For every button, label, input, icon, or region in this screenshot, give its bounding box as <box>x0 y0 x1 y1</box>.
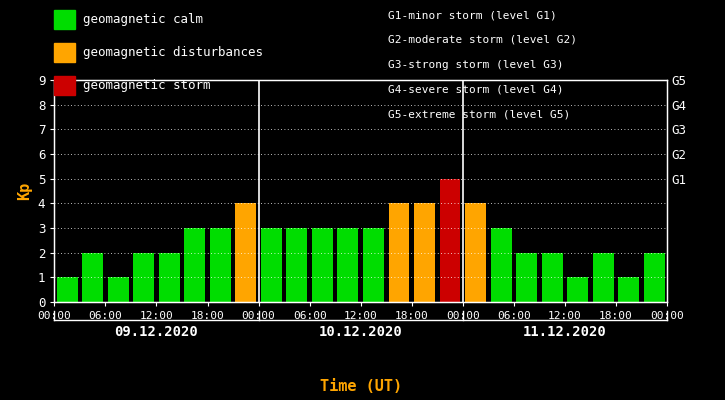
Text: geomagnetic calm: geomagnetic calm <box>83 13 204 26</box>
Bar <box>618 277 639 302</box>
Bar <box>414 203 435 302</box>
Bar <box>261 228 282 302</box>
Bar <box>57 277 78 302</box>
Text: geomagnetic storm: geomagnetic storm <box>83 79 211 92</box>
Text: G1-minor storm (level G1): G1-minor storm (level G1) <box>388 10 557 20</box>
Bar <box>236 203 256 302</box>
Y-axis label: Kp: Kp <box>17 182 33 200</box>
Text: 11.12.2020: 11.12.2020 <box>523 325 607 339</box>
Bar <box>108 277 128 302</box>
Text: G4-severe storm (level G4): G4-severe storm (level G4) <box>388 84 563 94</box>
Bar <box>363 228 384 302</box>
Bar <box>491 228 512 302</box>
Bar <box>516 253 537 302</box>
Bar <box>286 228 307 302</box>
Bar <box>567 277 588 302</box>
Bar <box>644 253 665 302</box>
Text: Time (UT): Time (UT) <box>320 379 402 394</box>
Text: G2-moderate storm (level G2): G2-moderate storm (level G2) <box>388 35 577 45</box>
Text: 10.12.2020: 10.12.2020 <box>319 325 402 339</box>
Bar <box>159 253 180 302</box>
Text: G3-strong storm (level G3): G3-strong storm (level G3) <box>388 60 563 70</box>
Bar <box>210 228 231 302</box>
Bar <box>542 253 563 302</box>
Bar <box>133 253 154 302</box>
Bar <box>337 228 358 302</box>
Text: geomagnetic disturbances: geomagnetic disturbances <box>83 46 263 59</box>
Bar <box>465 203 486 302</box>
Text: 09.12.2020: 09.12.2020 <box>115 325 199 339</box>
Bar <box>312 228 333 302</box>
Bar <box>82 253 103 302</box>
Bar <box>593 253 613 302</box>
Text: G5-extreme storm (level G5): G5-extreme storm (level G5) <box>388 109 570 119</box>
Bar <box>389 203 410 302</box>
Bar <box>439 179 460 302</box>
Bar <box>184 228 205 302</box>
